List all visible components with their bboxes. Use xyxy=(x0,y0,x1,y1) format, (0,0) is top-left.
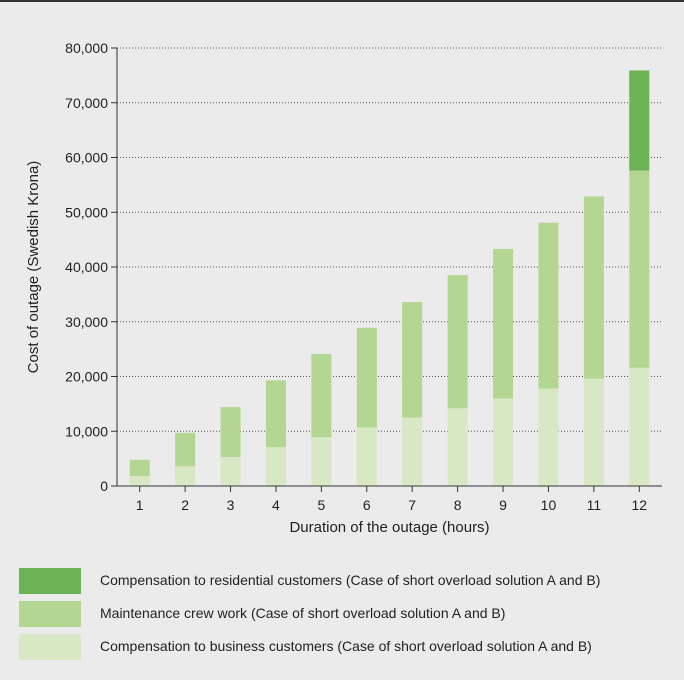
x-tick-label: 4 xyxy=(272,497,280,513)
legend-item: Compensation to business customers (Case… xyxy=(19,634,684,664)
bar-segment-maintenance xyxy=(220,407,241,457)
gridlines xyxy=(117,47,662,432)
bar-segment-business xyxy=(402,417,423,486)
y-tick-label: 40,000 xyxy=(65,259,108,275)
x-tick-label: 3 xyxy=(227,497,235,513)
bar-segment-business xyxy=(629,367,650,486)
bar-segment-business xyxy=(129,476,150,486)
bar-segment-business xyxy=(311,437,332,486)
bar-segment-maintenance xyxy=(311,354,332,438)
bar-segment-maintenance xyxy=(356,327,377,428)
legend-item: Compensation to residential customers (C… xyxy=(19,568,684,598)
y-tick-label: 30,000 xyxy=(65,314,108,330)
y-tick-label: 10,000 xyxy=(65,423,108,439)
tick-labels: 0 10,000 20,000 30,000 40,000 50,000 60,000 70,… xyxy=(65,40,647,513)
bar-segment-business xyxy=(175,466,196,486)
x-tick-label: 6 xyxy=(363,497,371,513)
bar-segment-business xyxy=(538,388,559,486)
bar-segment-maintenance xyxy=(493,248,514,399)
x-tick-label: 2 xyxy=(181,497,189,513)
bar-segment-maintenance xyxy=(538,222,559,389)
bar-segment-residential xyxy=(629,70,650,171)
bar-segment-maintenance xyxy=(175,432,196,467)
legend-label: Maintenance crew work (Case of short ove… xyxy=(100,605,506,621)
bar-segment-maintenance xyxy=(447,275,468,409)
x-tick-label: 9 xyxy=(499,497,507,513)
legend-item: Maintenance crew work (Case of short ove… xyxy=(19,601,684,631)
bars xyxy=(129,70,650,486)
x-tick-label: 12 xyxy=(632,497,648,513)
x-tick-label: 11 xyxy=(587,497,602,513)
x-axis-title: Duration of the outage (hours) xyxy=(289,519,489,536)
y-tick-label: 70,000 xyxy=(65,95,108,111)
x-tick-label: 10 xyxy=(541,497,557,513)
legend-label: Compensation to residential customers (C… xyxy=(100,572,601,588)
y-tick-label: 60,000 xyxy=(65,150,108,166)
bar-segment-business xyxy=(265,447,286,486)
legend-swatch xyxy=(19,634,81,660)
y-axis-title: Cost of outage (Swedish Krona) xyxy=(25,161,42,374)
x-tick-label: 8 xyxy=(454,497,462,513)
bar-segment-maintenance xyxy=(129,459,150,477)
x-tick-label: 7 xyxy=(408,497,416,513)
bar-segment-maintenance xyxy=(402,302,423,418)
x-tick-label: 1 xyxy=(136,497,144,513)
bar-segment-business xyxy=(583,378,604,486)
x-tick-label: 5 xyxy=(317,497,325,513)
bar-segment-business xyxy=(493,398,514,486)
y-tick-label: 80,000 xyxy=(65,40,108,56)
bar-segment-maintenance xyxy=(629,170,650,368)
y-tick-label: 20,000 xyxy=(65,369,108,385)
legend-swatch xyxy=(19,568,81,594)
y-tick-label: 0 xyxy=(100,478,108,494)
y-tick-label: 50,000 xyxy=(65,204,108,220)
bar-segment-business xyxy=(356,427,377,486)
legend-swatch xyxy=(19,601,81,627)
bar-segment-business xyxy=(220,456,241,486)
bar-segment-maintenance xyxy=(265,380,286,448)
legend-label: Compensation to business customers (Case… xyxy=(100,638,592,654)
bar-segment-maintenance xyxy=(583,196,604,379)
bar-segment-business xyxy=(447,408,468,486)
